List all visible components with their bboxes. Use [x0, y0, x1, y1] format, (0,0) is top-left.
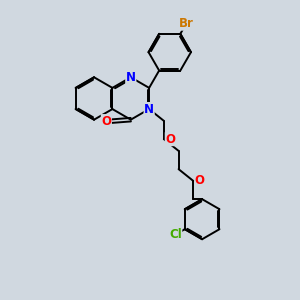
Text: N: N — [126, 71, 136, 84]
Text: O: O — [101, 115, 111, 128]
Text: Cl: Cl — [169, 228, 182, 241]
Text: O: O — [195, 174, 205, 188]
Text: N: N — [144, 103, 154, 116]
Text: Br: Br — [179, 17, 194, 30]
Text: O: O — [165, 133, 175, 146]
